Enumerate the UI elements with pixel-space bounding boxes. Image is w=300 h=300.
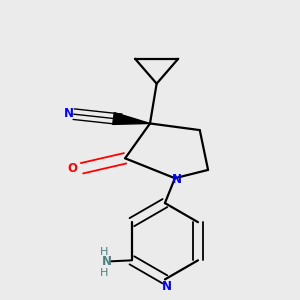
Text: H: H xyxy=(100,247,108,257)
Text: N: N xyxy=(102,255,112,268)
Text: H: H xyxy=(100,268,108,278)
Polygon shape xyxy=(113,112,150,124)
Text: N: N xyxy=(162,280,172,292)
Text: O: O xyxy=(68,162,78,175)
Text: C: C xyxy=(116,113,123,123)
Text: N: N xyxy=(64,107,74,120)
Text: N: N xyxy=(172,173,182,186)
